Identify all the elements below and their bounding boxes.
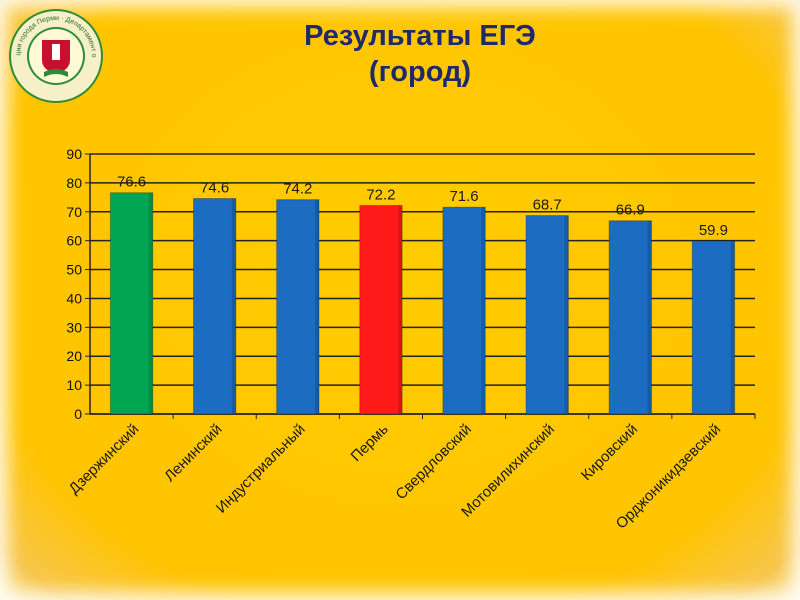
title-line-2: (город)	[368, 56, 472, 88]
x-tick-label: Мотовилихинский	[458, 421, 558, 521]
bar-shade-5	[564, 215, 569, 414]
data-label: 59.9	[699, 222, 728, 239]
bar-shade-1	[231, 198, 236, 414]
data-label: 76.6	[117, 174, 146, 191]
x-tick-label: Ленинский	[161, 421, 225, 485]
x-tick-label: Дзержинский	[66, 421, 143, 498]
bar-3	[359, 204, 403, 415]
bar-4	[442, 206, 486, 415]
bar-shade-2	[315, 199, 320, 414]
bar-6	[608, 220, 653, 415]
y-tick-label: 90	[66, 146, 82, 162]
y-tick-label: 80	[66, 175, 82, 191]
bar-shade-4	[481, 207, 486, 414]
y-tick-label: 40	[66, 290, 82, 306]
bar-7	[691, 240, 736, 415]
data-label: 66.9	[616, 202, 645, 219]
y-tick-label: 20	[66, 348, 82, 364]
y-tick-label: 50	[66, 262, 82, 278]
bar-shade-0	[148, 192, 153, 414]
x-tick-label: Свердловский	[392, 421, 474, 503]
data-label: 74.2	[283, 181, 312, 198]
bar-shade-6	[647, 220, 652, 414]
x-tick-label: Пермь	[348, 421, 392, 465]
bar-0	[109, 192, 154, 415]
y-tick-label: 0	[74, 406, 82, 422]
x-tick-label: Индустриальный	[213, 421, 309, 517]
data-label: 72.2	[366, 186, 395, 203]
y-tick-label: 60	[66, 233, 82, 249]
bar-shade-7	[730, 240, 735, 414]
title-line-1: Результаты ЕГЭ	[304, 20, 536, 52]
data-label: 68.7	[533, 197, 562, 214]
logo-book	[44, 69, 68, 77]
bar-1	[192, 197, 237, 415]
emblem-seal-icon: Администрация города Перми · Департамент…	[4, 0, 103, 103]
logo: Администрация города Перми · Департамент…	[4, 0, 106, 106]
bar-5	[525, 215, 569, 415]
x-tick-label: Кировский	[578, 421, 641, 484]
grid-layer	[90, 153, 755, 415]
bar-2	[276, 199, 320, 415]
bar-shade-3	[398, 205, 403, 414]
axis-layer: 0 10 20 30 40 50 60 70 80 90	[66, 146, 756, 422]
data-label: 71.6	[449, 188, 478, 205]
page-title: Результаты ЕГЭ (город)	[250, 18, 590, 90]
bar-layer	[109, 192, 736, 415]
data-label: 74.6	[200, 179, 229, 196]
y-tick-label: 70	[66, 204, 82, 220]
y-tick-label: 30	[66, 319, 82, 335]
logo-shield-mark	[52, 44, 60, 60]
y-tick-label: 10	[66, 377, 82, 393]
